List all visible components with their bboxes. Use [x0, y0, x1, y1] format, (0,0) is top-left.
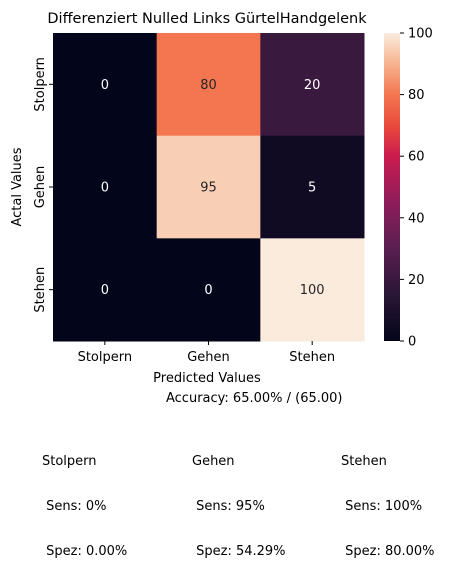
colorbar: [384, 33, 400, 341]
colorbar-tick-label: 80: [408, 88, 425, 103]
y-tick-label: Stehen: [33, 267, 48, 313]
class-spez: Spez: 54.29%: [192, 544, 286, 559]
cell-value-label: 0: [101, 283, 109, 298]
colorbar-tick-label: 100: [408, 27, 433, 42]
x-tick-label: Stehen: [289, 350, 335, 365]
class-spez: Spez: 0.00%: [42, 544, 128, 559]
confusion-matrix-chart: Differenziert Nulled Links GürtelHandgel…: [10, 11, 433, 386]
class-stats-stolpern: Stolpern Sens: 0% Spez: 0.00%: [42, 424, 127, 574]
y-axis-label: Actal Values: [10, 147, 25, 226]
class-name: Stehen: [341, 454, 387, 469]
cell-labels: 0 80 20 0 95 5 0 0 100: [101, 78, 325, 298]
cell-value-label: 20: [304, 78, 321, 93]
class-sens: Sens: 95%: [192, 499, 265, 514]
colorbar-ticks: 0 20 40 60 80 100: [400, 27, 433, 350]
heatmap-cell: [53, 33, 158, 137]
cell-value-label: 0: [101, 181, 109, 196]
colorbar-tick-label: 0: [408, 335, 416, 350]
colorbar-tick-label: 40: [408, 211, 425, 226]
cell-value-label: 100: [300, 283, 325, 298]
heatmap-cell: [53, 135, 158, 239]
x-tick-label: Stolpern: [78, 350, 133, 365]
cell-value-label: 0: [204, 283, 212, 298]
heatmap-cell: [156, 135, 261, 239]
heatmap-cell: [260, 33, 365, 137]
cell-value-label: 80: [200, 78, 217, 93]
cell-value-label: 0: [101, 78, 109, 93]
x-axis: Stolpern Gehen Stehen: [78, 341, 335, 365]
heatmap-cells: [53, 33, 365, 342]
colorbar-tick-label: 60: [408, 150, 425, 165]
heatmap-cell: [260, 238, 365, 342]
colorbar-tick-label: 20: [408, 273, 425, 288]
heatmap-cell: [156, 33, 261, 137]
heatmap-cell: [156, 238, 261, 342]
cell-value-label: 95: [200, 181, 217, 196]
x-axis-label: Predicted Values: [153, 371, 261, 386]
class-name: Gehen: [192, 454, 235, 469]
class-stats-gehen: Gehen Sens: 95% Spez: 54.29%: [192, 424, 286, 574]
y-axis: Stolpern Gehen Stehen: [33, 57, 53, 313]
class-sens: Sens: 0%: [42, 499, 107, 514]
class-sens: Sens: 100%: [341, 499, 423, 514]
accuracy-text: Accuracy: 65.00% / (65.00): [166, 391, 343, 406]
class-spez: Spez: 80.00%: [341, 544, 435, 559]
chart-title: Differenziert Nulled Links GürtelHandgel…: [47, 11, 367, 27]
cell-value-label: 5: [308, 181, 316, 196]
heatmap-cell: [53, 238, 158, 342]
class-name: Stolpern: [42, 454, 97, 469]
y-tick-label: Stolpern: [33, 57, 48, 112]
class-stats-stehen: Stehen Sens: 100% Spez: 80.00%: [341, 424, 435, 574]
heatmap-cell: [260, 135, 365, 239]
x-tick-label: Gehen: [187, 350, 230, 365]
y-tick-label: Gehen: [33, 166, 48, 209]
